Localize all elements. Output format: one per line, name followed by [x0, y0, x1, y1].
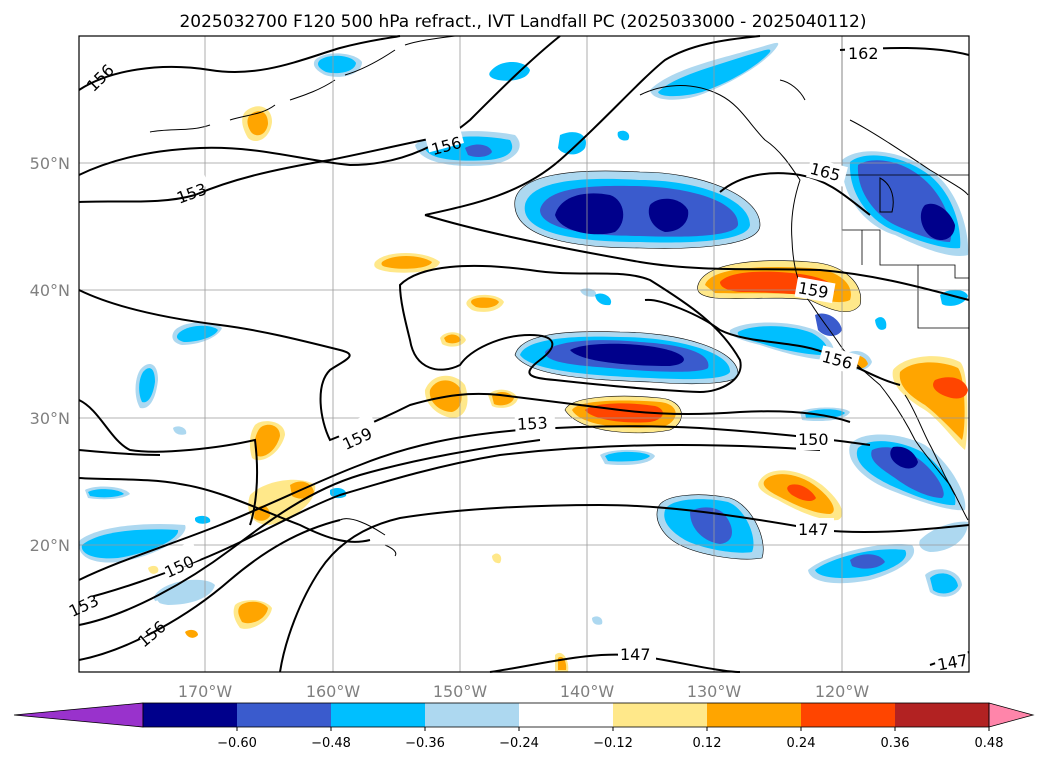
- colorbar-extend-right: [988, 702, 1035, 728]
- contour-label: 147: [620, 645, 651, 664]
- negative-blob-northeast: [841, 151, 969, 256]
- lon-label: 130°W: [687, 682, 742, 701]
- colorbar-cell: [425, 703, 520, 727]
- colorbar-ticks: −0.60 −0.48 −0.36 −0.24 −0.12 0.12 0.24 0.36 0.4…: [217, 727, 1004, 751]
- lon-label: 150°W: [433, 682, 488, 701]
- negative-blob-east: [849, 434, 966, 511]
- colorbar-tick-label: 0.24: [787, 736, 816, 751]
- height-contours: [78, 35, 970, 673]
- colorbar-frame: [142, 702, 990, 728]
- colorbar-extend-left: [13, 702, 144, 728]
- colorbar-cell: [613, 703, 708, 727]
- colorbar-cell: [519, 703, 614, 727]
- colorbar-cell: [707, 703, 802, 727]
- latitude-labels: 50°N 40°N 30°N 20°N: [30, 154, 70, 555]
- contour-label: 150: [798, 430, 829, 449]
- contour-label: 147: [798, 520, 829, 539]
- colorbar: −0.60 −0.48 −0.36 −0.24 −0.12 0.12 0.24 0.36 0.4…: [13, 702, 1035, 751]
- longitude-labels: 170°W 160°W 150°W 140°W 130°W 120°W: [178, 682, 870, 701]
- negative-blob-north: [514, 170, 760, 249]
- colorbar-cell: [331, 703, 426, 727]
- negative-blob-central: [515, 331, 739, 384]
- lon-label: 120°W: [815, 682, 870, 701]
- map-panel: 156 153 156 162 165 159 156 159 153 150 …: [65, 35, 971, 674]
- lat-label: 40°N: [30, 281, 70, 300]
- map-frame: [78, 35, 970, 673]
- colorbar-cell: [895, 703, 990, 727]
- coastlines: [149, 35, 969, 557]
- colorbar-cell: [143, 703, 238, 727]
- colorbar-tick-label: 0.48: [975, 736, 1004, 751]
- colorbar-tick-label: −0.36: [405, 736, 445, 751]
- lon-label: 140°W: [560, 682, 615, 701]
- colorbar-tick-label: −0.24: [499, 736, 539, 751]
- positive-blob-southeast: [758, 470, 843, 521]
- negative-blob-south: [656, 494, 764, 560]
- colorbar-tick-label: 0.36: [881, 736, 910, 751]
- contour-label: 153: [517, 413, 548, 434]
- lat-label: 20°N: [30, 536, 70, 555]
- positive-blob-east: [892, 356, 968, 450]
- colorbar-cells: [143, 703, 990, 727]
- colorbar-tick-label: −0.12: [593, 736, 633, 751]
- lat-label: 50°N: [30, 154, 70, 173]
- lat-label: 30°N: [30, 409, 70, 428]
- contour-label: 162: [848, 44, 879, 63]
- colorbar-tick-label: −0.48: [311, 736, 351, 751]
- colorbar-tick-label: −0.60: [217, 736, 257, 751]
- lon-label: 160°W: [306, 682, 361, 701]
- figure-title: 2025032700 F120 500 hPa refract., IVT La…: [179, 12, 866, 32]
- colorbar-tick-label: 0.12: [693, 736, 722, 751]
- colorbar-cell: [237, 703, 332, 727]
- colorbar-cell: [801, 703, 896, 727]
- lon-label: 170°W: [178, 682, 233, 701]
